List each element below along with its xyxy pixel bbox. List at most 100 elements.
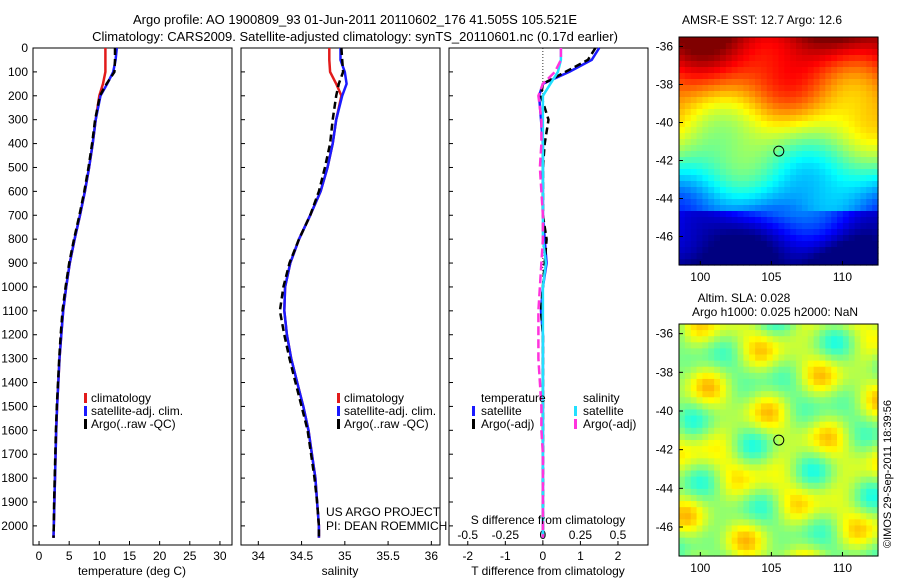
map-cell <box>719 336 727 343</box>
map-cell <box>684 43 692 50</box>
map-cell <box>696 427 704 435</box>
map-cell <box>778 446 785 453</box>
map-cell <box>801 452 809 459</box>
map-cell <box>866 217 873 224</box>
map-cell <box>842 241 850 248</box>
map-cell <box>807 427 815 435</box>
map-cell <box>690 253 698 260</box>
lon-tick-label: 110 <box>833 561 852 575</box>
map-cell <box>860 139 867 146</box>
map-cell <box>708 145 715 152</box>
map-cell <box>790 145 797 152</box>
map-cell <box>807 446 815 453</box>
map-cell <box>796 193 803 200</box>
map-cell <box>819 97 826 104</box>
map-cell <box>860 464 867 472</box>
map-cell <box>749 354 756 362</box>
map-cell <box>801 67 809 74</box>
map-cell <box>725 211 733 218</box>
map-cell <box>801 253 809 260</box>
map-cell <box>790 421 797 429</box>
map-cell <box>737 470 744 478</box>
map-cell <box>749 342 756 350</box>
map-cell <box>760 415 768 423</box>
map-cell <box>813 494 821 502</box>
map-cell <box>790 175 797 182</box>
map-cell <box>790 73 797 80</box>
map-cell <box>866 259 873 266</box>
map-cell <box>679 181 686 188</box>
map-cell <box>760 157 768 164</box>
map-cell <box>872 549 879 557</box>
map-cell <box>690 537 698 545</box>
map-cell <box>766 91 774 98</box>
map-cell <box>813 458 821 466</box>
map-cell <box>760 241 768 248</box>
map-cell <box>749 391 756 398</box>
map-cell <box>684 163 692 170</box>
map-cell <box>749 476 756 484</box>
depth-tick-label: 1600 <box>1 423 28 437</box>
map-cell <box>784 103 791 110</box>
map-cell <box>854 440 862 447</box>
map-cell <box>760 133 768 140</box>
map-cell <box>755 342 762 350</box>
map-cell <box>772 115 780 122</box>
map-cell <box>702 55 709 62</box>
difference-panel: -0.5 -0.25 0 0.25 0.5-2 -1 0 1 2 S difference fr… <box>448 47 649 578</box>
map-cell <box>813 145 821 152</box>
map-cell <box>854 452 862 459</box>
map-cell <box>743 458 750 466</box>
map-cell <box>737 415 744 423</box>
map-cell <box>807 61 815 68</box>
map-cell <box>766 409 774 417</box>
map-cell <box>679 211 686 218</box>
map-cell <box>842 385 850 392</box>
map-cell <box>778 151 785 158</box>
map-cell <box>860 348 867 356</box>
map-cell <box>854 494 862 502</box>
map-cell <box>848 115 856 122</box>
map-cell <box>743 223 750 230</box>
map-cell <box>837 115 844 122</box>
map-cell <box>819 336 826 343</box>
map-cell <box>837 421 844 429</box>
map-cell <box>702 49 709 56</box>
map-cell <box>772 513 780 520</box>
map-cell <box>813 109 821 116</box>
map-cell <box>807 217 815 224</box>
map-cell <box>866 139 873 146</box>
map-cell <box>796 464 803 472</box>
map-cell <box>708 217 715 224</box>
map-cell <box>801 433 809 441</box>
temperature-panel: 0100200300400500600700800900100011001200… <box>1 41 233 578</box>
map-cell <box>743 193 750 200</box>
map-cell <box>708 433 715 441</box>
map-cell <box>842 205 850 212</box>
map-cell <box>866 127 873 134</box>
map-cell <box>679 169 686 176</box>
map-cell <box>708 253 715 260</box>
map-cell <box>866 67 873 74</box>
map-cell <box>837 464 844 472</box>
map-cell <box>743 537 750 545</box>
map-cell <box>679 109 686 116</box>
map-cell <box>679 324 686 331</box>
map-cell <box>866 91 873 98</box>
map-cell <box>760 354 768 362</box>
map-cell <box>760 181 768 188</box>
map-cell <box>737 127 744 134</box>
map-cell <box>866 241 873 248</box>
map-cell <box>819 229 826 236</box>
map-cell <box>872 433 879 441</box>
map-cell <box>848 342 856 350</box>
map-cell <box>831 181 838 188</box>
map-cell <box>708 470 715 478</box>
map-cell <box>725 440 733 447</box>
map-cell <box>837 253 844 260</box>
map-cell <box>872 121 879 128</box>
map-cell <box>725 103 733 110</box>
map-cell <box>848 378 856 386</box>
map-cell <box>755 79 762 86</box>
map-cell <box>755 440 762 447</box>
